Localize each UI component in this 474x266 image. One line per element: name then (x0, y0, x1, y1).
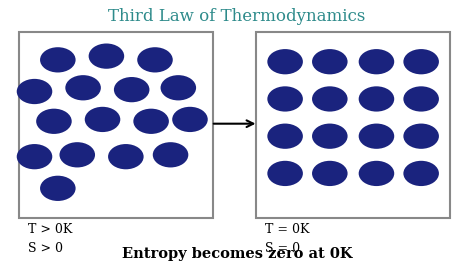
Bar (19, 32, 213, 218)
Ellipse shape (267, 49, 303, 74)
Ellipse shape (114, 77, 149, 102)
Ellipse shape (403, 124, 439, 149)
Ellipse shape (17, 144, 52, 169)
Ellipse shape (267, 124, 303, 149)
Ellipse shape (137, 47, 173, 73)
Ellipse shape (108, 144, 144, 169)
Ellipse shape (172, 107, 208, 132)
Text: Third Law of Thermodynamics: Third Law of Thermodynamics (109, 8, 365, 25)
Ellipse shape (312, 161, 347, 186)
Bar (256, 32, 450, 218)
Ellipse shape (359, 49, 394, 74)
Ellipse shape (267, 86, 303, 112)
Ellipse shape (153, 142, 188, 168)
Ellipse shape (17, 79, 52, 104)
Ellipse shape (312, 49, 347, 74)
Text: T = 0K
S = 0: T = 0K S = 0 (265, 223, 310, 255)
Ellipse shape (36, 109, 72, 134)
Ellipse shape (161, 75, 196, 101)
Ellipse shape (133, 109, 169, 134)
Ellipse shape (403, 49, 439, 74)
Ellipse shape (359, 124, 394, 149)
Ellipse shape (40, 176, 76, 201)
Ellipse shape (403, 86, 439, 112)
Ellipse shape (65, 75, 101, 101)
Ellipse shape (89, 44, 124, 69)
Ellipse shape (359, 161, 394, 186)
Ellipse shape (267, 161, 303, 186)
Ellipse shape (403, 161, 439, 186)
Ellipse shape (312, 86, 347, 112)
Ellipse shape (40, 47, 76, 73)
Ellipse shape (59, 142, 95, 168)
Ellipse shape (312, 124, 347, 149)
Text: Entropy becomes zero at 0K: Entropy becomes zero at 0K (122, 247, 352, 261)
Ellipse shape (359, 86, 394, 112)
Text: T > 0K
S > 0: T > 0K S > 0 (28, 223, 73, 255)
Ellipse shape (85, 107, 120, 132)
